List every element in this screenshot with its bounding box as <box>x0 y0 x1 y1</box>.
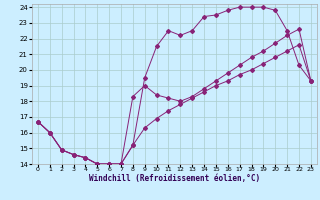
X-axis label: Windchill (Refroidissement éolien,°C): Windchill (Refroidissement éolien,°C) <box>89 174 260 183</box>
